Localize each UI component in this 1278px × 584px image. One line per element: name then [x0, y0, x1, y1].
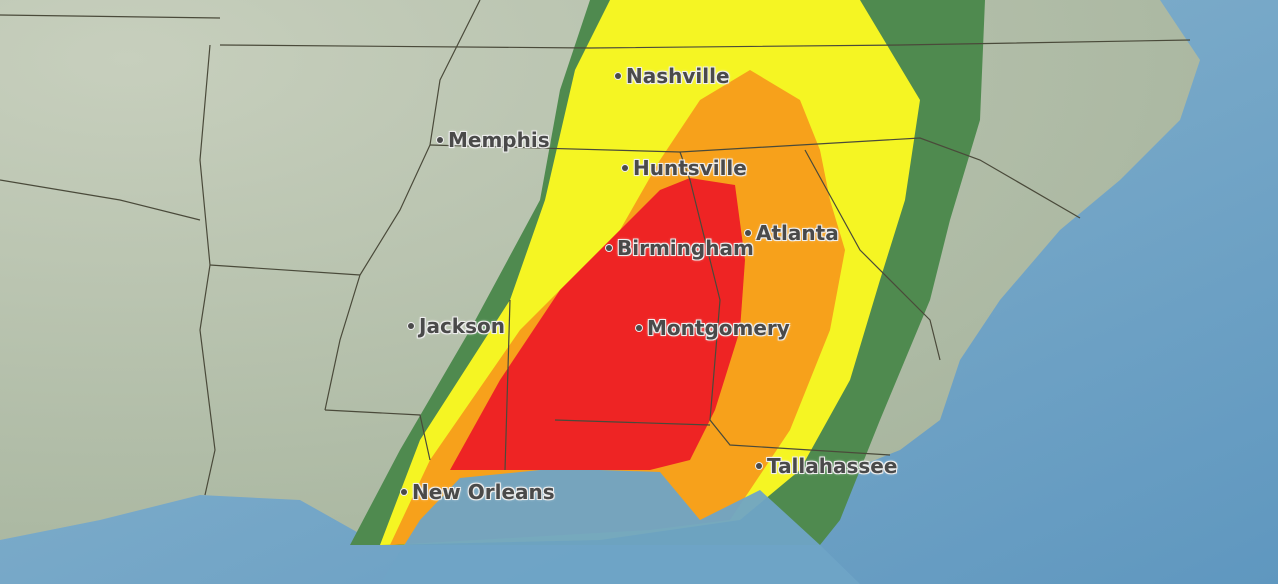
city-dot-icon — [437, 137, 443, 143]
city-label-memphis: Memphis — [437, 128, 550, 152]
city-name: Memphis — [448, 128, 550, 152]
city-name: Montgomery — [647, 316, 790, 340]
gulf-water — [380, 470, 860, 584]
city-dot-icon — [606, 245, 612, 251]
city-label-jackson: Jackson — [408, 314, 505, 338]
city-name: Huntsville — [633, 156, 747, 180]
city-name: Nashville — [626, 64, 730, 88]
moderate-risk-area — [450, 178, 745, 470]
risk-areas — [350, 0, 985, 545]
city-name: Jackson — [419, 314, 505, 338]
city-label-montgomery: Montgomery — [636, 316, 790, 340]
city-label-nashville: Nashville — [615, 64, 730, 88]
city-label-new-orleans: New Orleans — [401, 480, 555, 504]
city-name: Tallahassee — [767, 454, 898, 478]
city-label-tallahassee: Tallahassee — [756, 454, 897, 478]
city-name: New Orleans — [412, 480, 555, 504]
city-dot-icon — [615, 73, 621, 79]
city-dot-icon — [636, 325, 642, 331]
city-dot-icon — [401, 489, 407, 495]
city-label-huntsville: Huntsville — [622, 156, 747, 180]
city-name: Atlanta — [756, 221, 839, 245]
city-dot-icon — [408, 323, 414, 329]
state-borders — [0, 0, 1191, 496]
city-label-atlanta: Atlanta — [745, 221, 839, 245]
city-label-birmingham: Birmingham — [606, 236, 754, 260]
city-name: Birmingham — [617, 236, 754, 260]
city-dot-icon — [622, 165, 628, 171]
city-dot-icon — [756, 463, 762, 469]
city-dot-icon — [745, 230, 751, 236]
